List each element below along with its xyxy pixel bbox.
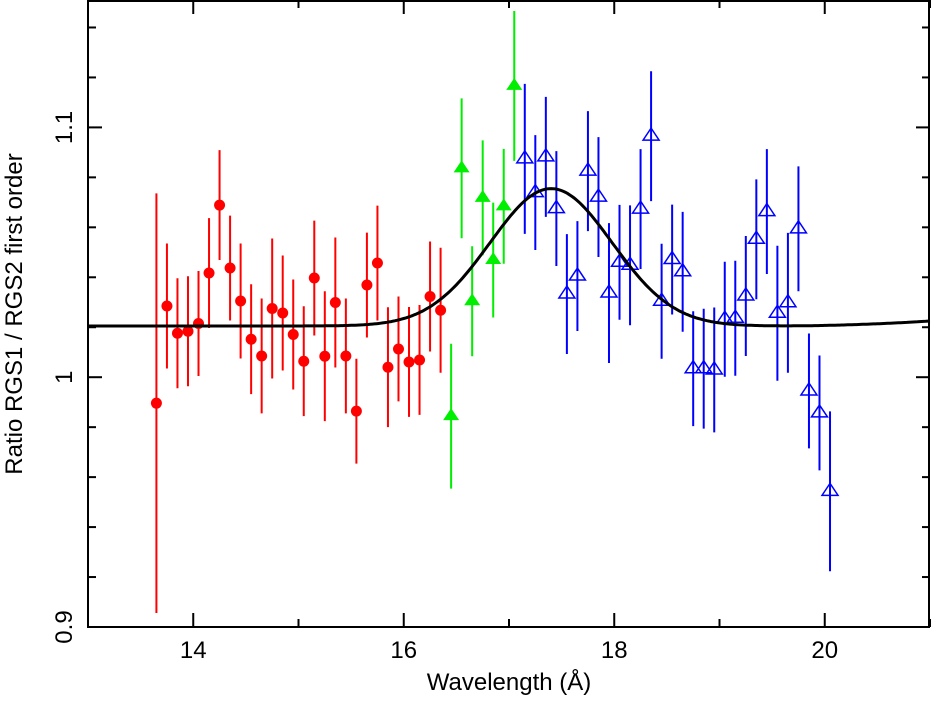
- data-point: [435, 304, 447, 316]
- y-tick-label: 0.9: [51, 610, 78, 643]
- data-point: [820, 482, 840, 497]
- y-axis-label: Ratio RGS1 / RGS2 first order: [1, 153, 28, 474]
- data-point: [266, 303, 278, 315]
- data-point: [329, 297, 341, 309]
- data-point: [631, 199, 650, 214]
- data-point: [578, 161, 598, 176]
- y-tick-label: 1: [51, 371, 78, 384]
- data-point: [506, 77, 523, 90]
- data-point: [662, 250, 682, 265]
- data-point: [464, 293, 481, 306]
- data-point: [392, 343, 404, 355]
- data-point: [424, 291, 436, 303]
- data-point: [673, 262, 693, 277]
- data-point: [150, 397, 162, 409]
- data-point: [214, 199, 226, 211]
- data-point: [557, 284, 577, 299]
- data-point: [757, 202, 777, 217]
- data-point: [371, 257, 383, 269]
- data-point: [224, 262, 236, 274]
- data-point: [704, 360, 724, 375]
- data-point: [495, 198, 512, 211]
- model-curve: [88, 187, 931, 328]
- data-point: [599, 283, 619, 298]
- data-point: [568, 266, 587, 281]
- data-point: [277, 307, 289, 319]
- data-marks: [150, 10, 840, 614]
- x-tick-label: 16: [390, 637, 417, 664]
- data-point: [235, 295, 247, 307]
- data-point: [319, 350, 331, 362]
- data-point: [298, 355, 310, 367]
- data-point: [683, 359, 703, 374]
- data-point: [382, 361, 394, 373]
- data-point: [725, 308, 745, 323]
- data-point: [414, 354, 426, 366]
- data-point: [746, 229, 766, 245]
- x-tick-label: 20: [811, 637, 838, 664]
- plot-frame: [87, 0, 930, 628]
- data-point: [589, 187, 608, 202]
- data-point: [641, 126, 661, 141]
- data-point: [515, 149, 535, 164]
- data-point: [245, 333, 257, 345]
- data-point: [453, 160, 470, 173]
- data-point: [536, 147, 556, 162]
- data-point: [340, 350, 352, 362]
- data-point: [778, 293, 798, 308]
- data-point: [485, 252, 502, 265]
- data-point: [350, 405, 362, 417]
- data-point: [182, 325, 194, 337]
- axis-ticks: 14 16 18 20 0.9 1 1.1: [51, 0, 931, 664]
- data-point: [287, 328, 299, 340]
- data-point: [810, 403, 829, 418]
- data-point: [694, 359, 714, 374]
- data-point: [652, 291, 672, 307]
- x-tick-label: 14: [180, 637, 207, 664]
- x-axis-label: Wavelength (Å): [427, 668, 592, 696]
- data-point: [203, 267, 215, 279]
- data-point: [403, 356, 415, 368]
- data-point: [308, 272, 320, 284]
- y-tick-label: 1.1: [51, 111, 78, 144]
- data-point: [443, 408, 460, 421]
- data-point: [256, 350, 268, 362]
- data-point: [767, 303, 787, 319]
- x-tick-label: 18: [601, 637, 628, 664]
- data-point: [161, 300, 173, 312]
- data-point: [361, 279, 373, 291]
- data-point: [736, 286, 756, 301]
- data-point: [171, 327, 183, 339]
- data-point: [789, 219, 808, 234]
- data-point: [474, 189, 491, 202]
- data-point: [546, 199, 566, 214]
- data-point: [799, 381, 819, 396]
